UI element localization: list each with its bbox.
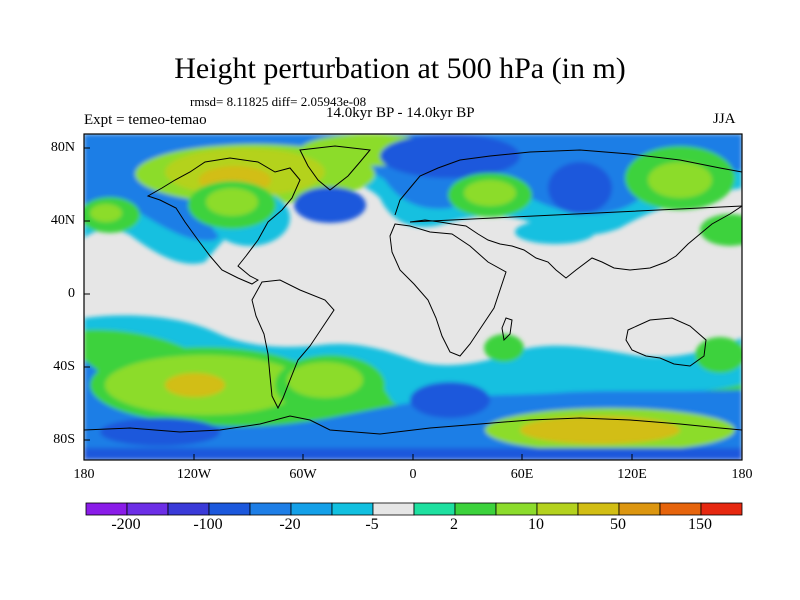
lon-tick-label: 60E: [510, 467, 534, 482]
colorbar-label: -5: [365, 516, 379, 533]
colorbar-box: [700, 502, 743, 516]
lon-tick-label: 120E: [617, 467, 647, 482]
greenland-coast: [299, 145, 371, 191]
colorbar-box: [167, 502, 210, 516]
colorbar-box: [208, 502, 251, 516]
madagascar-green: [484, 334, 524, 362]
coastlines: [84, 145, 742, 435]
pacific-lime: [90, 204, 122, 222]
colorbar-label: 150: [688, 516, 712, 533]
colorbar-label: -200: [111, 516, 141, 533]
stats-line: rmsd= 8.11825 diff= 2.05943e-08: [190, 94, 367, 109]
colorbar-box: [249, 502, 292, 516]
season-label: JJA: [713, 111, 736, 127]
colorbar: [85, 502, 743, 516]
atlantic-blue: [294, 187, 366, 223]
colorbar-box: [659, 502, 702, 516]
colorbar-box: [85, 502, 128, 516]
asia-lime: [648, 162, 712, 198]
lat-tick-label: 40S: [53, 359, 75, 374]
south-atlantic-lime: [287, 362, 363, 398]
europe-lime: [464, 180, 516, 206]
colorbar-box: [495, 502, 538, 516]
indian-ocean-blue: [410, 382, 490, 418]
colorbar-label: -20: [279, 516, 301, 533]
south-indian-yellow: [520, 416, 680, 444]
asia-blue: [548, 162, 612, 214]
colorbar-box: [290, 502, 333, 516]
australia-coast: [625, 317, 707, 367]
axis-ticks: [83, 147, 743, 460]
east-pacific-green: [695, 337, 742, 373]
na-lime: [206, 188, 258, 216]
lon-tick-label: 180: [731, 467, 753, 482]
colorbar-label: -100: [193, 516, 223, 533]
lat-tick-label: 80N: [50, 140, 75, 155]
lat-tick-label: 0: [68, 286, 75, 301]
colorbar-label: 50: [610, 516, 626, 533]
lat-tick-label: 40N: [50, 213, 75, 228]
lat-tick-label: 80S: [53, 432, 75, 447]
colorbar-label: 10: [528, 516, 544, 533]
contour-field: [84, 134, 742, 460]
experiment-label: Expt = temeo-temao: [84, 112, 207, 128]
madagascar-coast: [501, 317, 513, 342]
europe-blue: [380, 134, 520, 178]
south-cyan-patch: [560, 354, 640, 374]
antarctica-coast: [84, 415, 742, 435]
pacific-east-green: [700, 214, 742, 246]
antarctic-blue: [100, 418, 220, 446]
colorbar-box: [331, 502, 374, 516]
lon-tick-label: 0: [409, 467, 417, 482]
europe-asia-coast: [394, 149, 742, 279]
colorbar-box: [577, 502, 620, 516]
colorbar-box: [454, 502, 497, 516]
lon-tick-label: 60W: [289, 467, 317, 482]
north-america-coast: [146, 157, 301, 285]
plot-title: Height perturbation at 500 hPa (in m): [174, 52, 626, 85]
siberia-cyan: [515, 220, 595, 244]
colorbar-box: [126, 502, 169, 516]
colorbar-box: [372, 502, 415, 516]
lon-tick-label: 180: [73, 467, 95, 482]
colorbar-box: [536, 502, 579, 516]
period-label: 14.0kyr BP - 14.0kyr BP: [326, 105, 475, 121]
colorbar-label: 2: [450, 516, 458, 533]
south-america-coast: [251, 279, 335, 410]
colorbar-box: [413, 502, 456, 516]
lon-tick-label: 120W: [176, 467, 212, 482]
south-pacific-yellow: [165, 373, 225, 397]
africa-coast: [389, 223, 507, 357]
colorbar-box: [618, 502, 661, 516]
